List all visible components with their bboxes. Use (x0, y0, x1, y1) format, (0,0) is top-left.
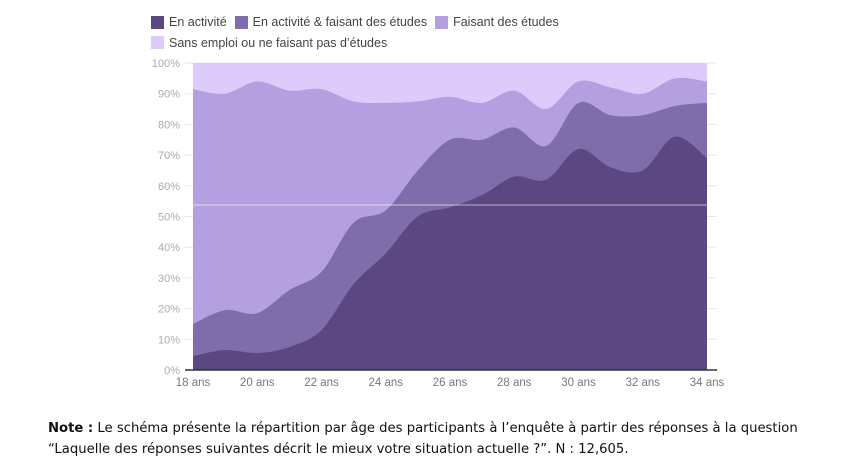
y-tick-label: 0% (164, 365, 180, 377)
x-tick-label: 22 ans (304, 377, 339, 389)
x-tick-label: 18 ans (176, 377, 211, 389)
x-tick-label: 20 ans (240, 377, 275, 389)
x-tick-label: 24 ans (368, 377, 403, 389)
x-tick-label: 30 ans (561, 377, 596, 389)
legend-item: Sans emploi ou ne faisant pas d’études (151, 34, 387, 52)
legend-swatch (435, 15, 449, 29)
y-tick-label: 80% (158, 119, 180, 131)
note-text: Le schéma présente la répartition par âg… (48, 421, 798, 457)
x-tick-label: 28 ans (497, 377, 532, 389)
y-tick-label: 90% (158, 89, 180, 101)
area-en-activit- (193, 136, 707, 370)
chart-note: Note : Le schéma présente la répartition… (48, 418, 848, 460)
x-tick-label: 32 ans (625, 377, 660, 389)
legend-swatch (234, 15, 248, 29)
y-tick-label: 40% (158, 242, 180, 254)
y-tick-label: 60% (158, 181, 180, 193)
chart-legend: En activité En activité & faisant des étu… (151, 13, 571, 54)
legend-label: En activité & faisant des études (252, 15, 428, 29)
legend-item: En activité & faisant des études (234, 13, 428, 31)
y-tick-label: 50% (158, 212, 180, 224)
y-tick-label: 20% (158, 304, 180, 316)
x-tick-label: 26 ans (433, 377, 468, 389)
legend-label: Faisant des études (453, 15, 559, 29)
legend-label: En activité (169, 15, 227, 29)
y-tick-label: 70% (158, 150, 180, 162)
y-tick-label: 30% (158, 273, 180, 285)
legend-label: Sans emploi ou ne faisant pas d’études (169, 35, 388, 50)
stacked-area-chart: 0% 10% 20% 30% 40% 50% 60% 70% 80% 90% 100% 18 ans 2… (152, 58, 725, 389)
legend-swatch (151, 15, 164, 29)
legend-item: En activité (151, 13, 227, 31)
y-tick-label: 100% (152, 58, 180, 70)
note-label: Note : (48, 421, 94, 436)
y-tick-label: 10% (158, 334, 180, 346)
x-tick-label: 34 ans (690, 377, 725, 389)
legend-item: Faisant des études (435, 13, 559, 31)
legend-swatch (151, 36, 164, 49)
